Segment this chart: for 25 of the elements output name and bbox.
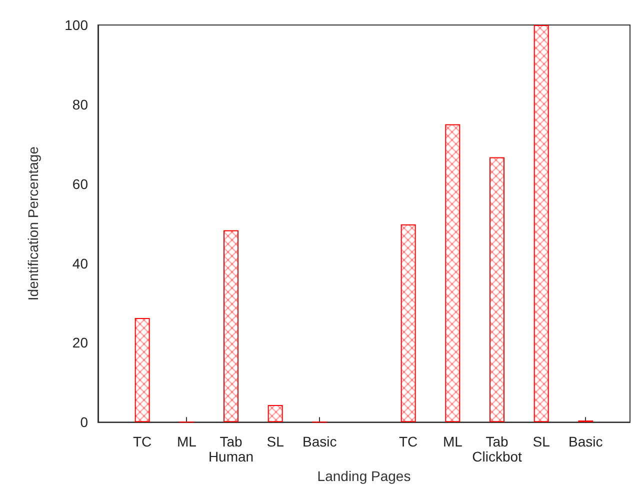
y-tick-label: 80: [72, 96, 88, 112]
x-tick-label: ML: [442, 434, 463, 450]
x-tick-label: Basic: [302, 434, 337, 450]
x-tick-label: Tab Clickbot: [472, 434, 522, 465]
x-tick-label: SL: [266, 434, 284, 450]
bar: [224, 230, 238, 422]
y-tick-label: 40: [72, 255, 88, 272]
bar: [445, 124, 460, 422]
y-tick-label: 0: [80, 414, 88, 430]
x-axis-title: Landing Pages: [317, 468, 411, 484]
y-axis-title: Identification Percentage: [25, 146, 41, 301]
x-tick-label: Tab Human: [208, 434, 254, 465]
x-tick-label: TC: [398, 434, 418, 450]
x-tick-label: Basic: [568, 434, 603, 450]
bar: [134, 318, 150, 422]
bar: [534, 25, 549, 422]
y-tick-label: 60: [72, 176, 88, 192]
y-tick-label: 100: [64, 17, 88, 33]
bar: [268, 405, 283, 422]
x-tick-label: TC: [132, 434, 152, 450]
bar: [490, 157, 504, 422]
y-tick-label: 20: [72, 334, 88, 351]
bar: [400, 224, 416, 422]
x-tick-label: SL: [532, 434, 550, 450]
x-tick-label: ML: [176, 434, 197, 450]
